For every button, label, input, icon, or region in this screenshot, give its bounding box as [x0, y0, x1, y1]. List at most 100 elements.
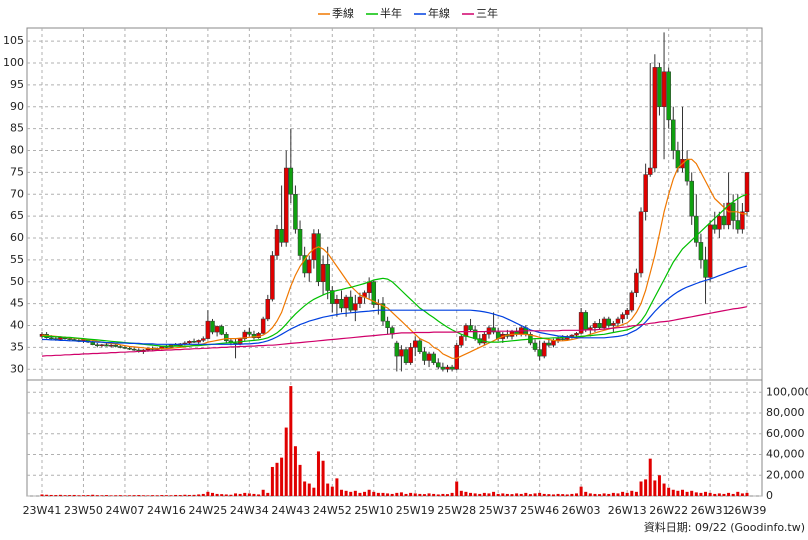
- candle-body: [592, 323, 598, 328]
- volume-bar: [722, 493, 726, 496]
- candle-body: [307, 259, 312, 274]
- volume-bar: [561, 494, 565, 496]
- candle-body: [634, 272, 639, 293]
- volume-bar: [284, 427, 288, 496]
- volume-bar: [473, 493, 477, 496]
- candle-body: [583, 312, 588, 331]
- candle-body: [399, 349, 404, 357]
- volume-bar: [528, 494, 532, 496]
- candle-body: [274, 229, 280, 256]
- volume-bar: [77, 495, 81, 496]
- volume-bar: [717, 493, 721, 496]
- y-tick-label: 105: [3, 34, 24, 47]
- volume-bar: [381, 492, 385, 496]
- candle-body: [542, 342, 547, 357]
- candle-body: [532, 342, 538, 350]
- volume-bar: [653, 480, 657, 496]
- candle-body: [431, 353, 436, 363]
- candle-body: [113, 344, 118, 347]
- x-tick-label: 23W41: [23, 504, 62, 517]
- volume-bar: [598, 494, 602, 496]
- candle-body: [205, 320, 211, 339]
- volume-bar: [409, 492, 413, 496]
- volume-bar: [547, 494, 551, 496]
- candle-body: [320, 264, 326, 282]
- volume-bar: [137, 495, 141, 496]
- volume-bar: [644, 479, 648, 496]
- volume-bar: [45, 494, 49, 496]
- volume-bar: [556, 493, 560, 496]
- volume-bar: [519, 493, 523, 496]
- candle-body: [468, 325, 473, 331]
- candle-body: [426, 353, 432, 361]
- y-tick-label: 55: [10, 253, 24, 266]
- candle-body: [482, 334, 487, 344]
- candle-body: [108, 344, 114, 347]
- x-tick-label: 24W25: [188, 504, 227, 517]
- volume-bar: [349, 491, 353, 496]
- volume-bar: [745, 492, 749, 496]
- volume-bar: [680, 489, 684, 496]
- volume-bar: [584, 491, 588, 496]
- volume-bar: [386, 493, 390, 496]
- y-tick-label: 70: [10, 187, 24, 200]
- candle-body: [615, 318, 621, 324]
- candle-body: [224, 334, 229, 342]
- candle-body: [574, 333, 579, 336]
- volume-bar: [91, 494, 95, 496]
- volume-bar: [160, 495, 164, 496]
- volume-bar: [699, 492, 703, 496]
- x-tick-label: 24W07: [106, 504, 145, 517]
- candle-body: [214, 326, 220, 333]
- candle-body: [122, 347, 128, 349]
- candle-body: [408, 347, 413, 363]
- candle-body: [647, 167, 653, 175]
- candle-body: [371, 281, 377, 305]
- volume-bar: [321, 460, 325, 496]
- volume-bar: [616, 493, 620, 496]
- candle-body: [624, 309, 630, 315]
- volume-bar: [178, 495, 182, 496]
- volume-bar: [621, 491, 625, 496]
- candle-body: [95, 344, 100, 346]
- volume-bar: [367, 489, 371, 496]
- candle-body: [412, 340, 418, 348]
- volume-bar: [515, 493, 519, 496]
- candle-body: [201, 338, 206, 341]
- candle-body: [58, 337, 63, 340]
- candle-body: [620, 314, 625, 320]
- candle-body: [293, 194, 298, 230]
- candle-body: [721, 215, 727, 226]
- volume-bar: [538, 492, 542, 496]
- volume-bar: [40, 494, 44, 496]
- y-tick-label: 80: [10, 144, 24, 157]
- volume-bar: [634, 491, 638, 496]
- volume-bar: [685, 491, 689, 496]
- volume-bar: [151, 495, 155, 496]
- volume-tick-label: 40,000: [766, 448, 805, 461]
- x-tick-label: 24W16: [147, 504, 186, 517]
- candle-body: [191, 341, 197, 343]
- candle-body: [316, 233, 321, 282]
- candle-body: [417, 340, 423, 352]
- candle-body: [131, 348, 137, 351]
- volume-bar: [413, 493, 417, 496]
- candle-body: [288, 167, 294, 195]
- candle-body: [661, 71, 667, 107]
- candle-body: [491, 327, 496, 333]
- candle-body: [339, 299, 344, 309]
- candle-body: [270, 255, 275, 300]
- candle-body: [717, 215, 722, 230]
- volume-bar: [183, 494, 187, 496]
- volume-bar: [289, 386, 293, 496]
- candle-body: [629, 292, 635, 311]
- volume-bar: [58, 494, 62, 496]
- volume-bar: [257, 494, 261, 496]
- y-tick-label: 50: [10, 275, 24, 288]
- y-tick-label: 35: [10, 340, 24, 353]
- candle-body: [302, 255, 307, 274]
- volume-bar: [312, 487, 316, 496]
- candle-body: [440, 366, 446, 370]
- volume-bar: [201, 493, 205, 496]
- candle-body: [90, 341, 95, 345]
